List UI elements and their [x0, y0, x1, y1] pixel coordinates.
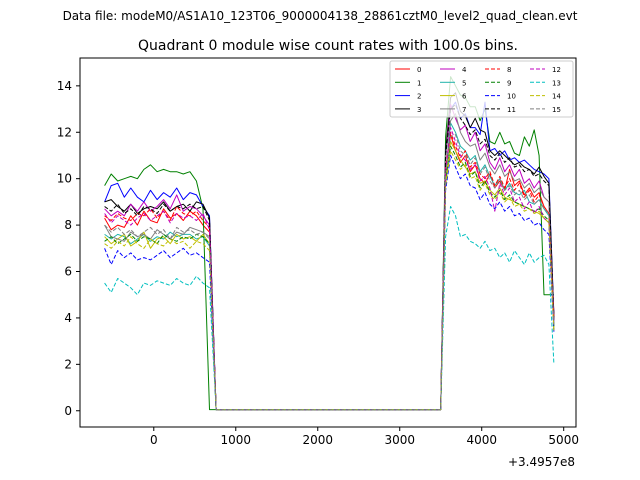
x-tick-label: 1000 — [220, 433, 251, 447]
legend-label: 7 — [462, 106, 466, 114]
x-tick-label: 5000 — [548, 433, 579, 447]
legend-label: 9 — [507, 79, 511, 87]
series-line-9 — [104, 145, 555, 411]
x-tick-label: 4000 — [466, 433, 497, 447]
y-tick-label: 8 — [64, 218, 72, 232]
series-line-3 — [104, 92, 555, 411]
series-line-5 — [104, 122, 555, 411]
series-line-4 — [104, 103, 555, 411]
x-axis: 0 1000 2000 3000 4000 5000 — [150, 427, 579, 447]
y-axis: 0 2 4 6 8 10 12 14 — [57, 79, 80, 418]
legend-label: 15 — [552, 106, 561, 114]
legend-label: 0 — [417, 66, 421, 74]
y-tick-label: 6 — [64, 265, 72, 279]
legend-label: 10 — [507, 93, 516, 101]
legend-label: 5 — [462, 79, 466, 87]
series-line-7 — [104, 113, 555, 411]
series-line-1 — [104, 76, 554, 411]
series-line-8 — [104, 131, 555, 411]
y-tick-label: 2 — [64, 357, 72, 371]
legend-label: 14 — [552, 93, 561, 101]
plot-frame — [79, 57, 577, 428]
chart-suptitle: Data file: modeM0/AS1A10_123T06_90000041… — [63, 9, 578, 23]
legend-label: 4 — [462, 66, 467, 74]
x-axis-offset-label: +3.4957e8 — [508, 455, 575, 469]
series-line-10 — [104, 155, 555, 411]
legend-label: 2 — [417, 93, 421, 101]
legend-label: 13 — [552, 79, 561, 87]
legend-label: 12 — [552, 66, 561, 74]
series-line-6 — [104, 141, 555, 411]
y-tick-label: 14 — [57, 79, 72, 93]
series-line-11 — [104, 103, 555, 411]
series-line-15 — [104, 134, 555, 411]
y-tick-label: 0 — [64, 404, 72, 418]
legend-label: 3 — [417, 106, 421, 114]
legend-label: 6 — [462, 93, 467, 101]
y-tick-label: 12 — [57, 125, 72, 139]
series-line-14 — [104, 150, 555, 411]
legend-label: 1 — [417, 79, 421, 87]
legend-label: 11 — [507, 106, 516, 114]
x-tick-label: 0 — [150, 433, 158, 447]
series-line-13 — [104, 206, 555, 411]
chart-title: Quadrant 0 module wise count rates with … — [138, 38, 518, 54]
legend-box — [389, 60, 574, 118]
series-line-12 — [104, 127, 555, 411]
y-tick-label: 4 — [64, 311, 72, 325]
series-layer — [104, 76, 555, 411]
x-tick-label: 3000 — [384, 433, 415, 447]
y-tick-label: 10 — [57, 172, 72, 186]
x-tick-label: 2000 — [302, 433, 333, 447]
legend-label: 8 — [507, 66, 511, 74]
